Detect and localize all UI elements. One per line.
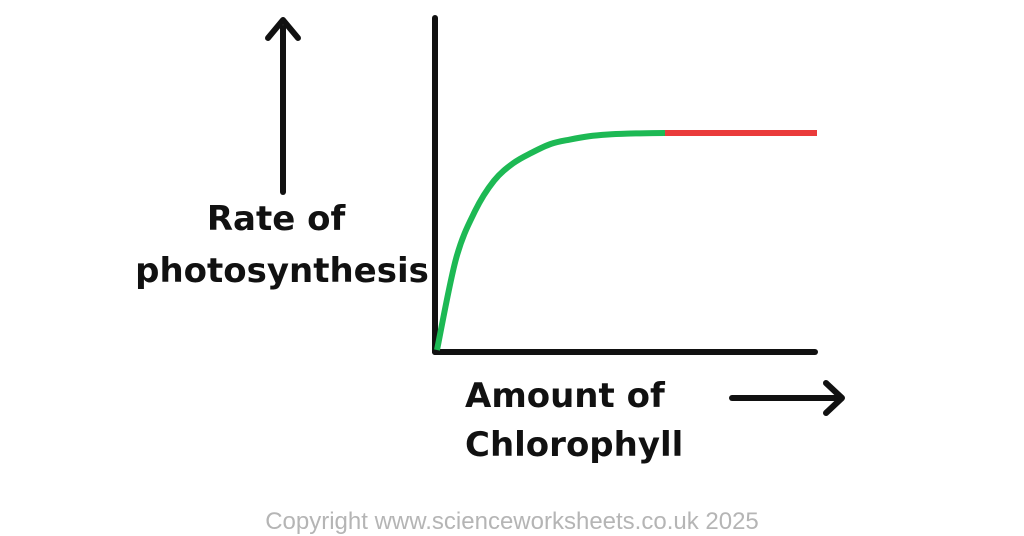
copyright-notice: Copyright www.scienceworksheets.co.uk 20… bbox=[265, 508, 759, 535]
y-axis-label-line-2: photosynthesis bbox=[135, 251, 429, 291]
x-axis-label-line-1: Amount of bbox=[465, 376, 666, 416]
x-axis-label-line-2: Chlorophyll bbox=[465, 425, 683, 465]
y-direction-arrow-icon bbox=[265, 17, 301, 195]
y-axis-label-line-1: Rate of bbox=[207, 199, 347, 239]
series-layer bbox=[434, 130, 817, 351]
x-direction-arrow-icon bbox=[729, 380, 845, 416]
series-line-1 bbox=[434, 130, 666, 351]
y-axis-label: Rate of photosynthesis bbox=[135, 199, 429, 291]
x-axis-label: Amount of Chlorophyll bbox=[465, 376, 683, 465]
